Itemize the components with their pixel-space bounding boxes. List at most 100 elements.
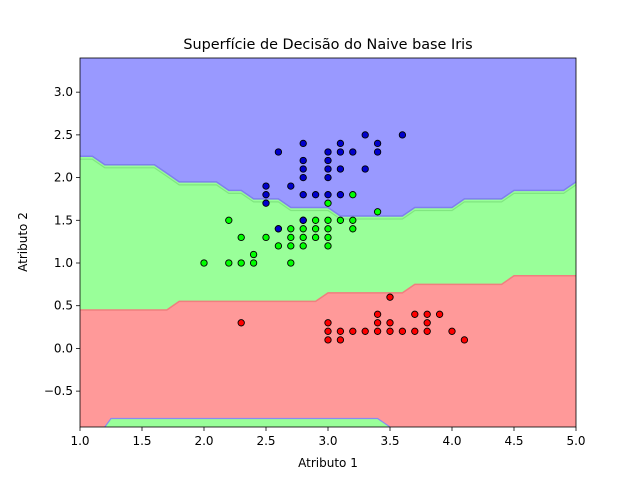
data-point — [423, 310, 431, 318]
data-point — [311, 216, 320, 224]
x-tick-label: 4.5 — [504, 434, 523, 448]
data-point — [274, 225, 283, 233]
y-tick-label: 3.0 — [54, 85, 73, 99]
x-tick-label: 1.0 — [70, 434, 89, 448]
data-point — [324, 191, 332, 199]
data-point — [349, 148, 357, 156]
data-point — [373, 208, 382, 216]
data-point — [349, 225, 357, 233]
data-point — [237, 319, 245, 327]
x-tick-label: 4.0 — [442, 434, 461, 448]
data-point — [336, 165, 345, 173]
data-point — [200, 259, 208, 267]
data-point — [411, 310, 419, 318]
boundary-green-blue-shade — [80, 158, 576, 220]
data-point — [262, 182, 270, 190]
x-tick-label: 2.5 — [256, 434, 275, 448]
data-point — [324, 327, 332, 335]
data-point — [373, 319, 382, 327]
data-point — [262, 191, 270, 199]
region-class-0 — [80, 275, 576, 427]
data-point — [336, 191, 345, 199]
data-point — [287, 182, 295, 190]
data-point — [361, 165, 369, 173]
y-tick-label: 1.5 — [54, 213, 73, 227]
data-point — [262, 233, 270, 242]
y-axis-ticks: −0.5 0.0 0.5 1.0 1.5 2.0 2.5 3.0 — [44, 85, 80, 398]
data-point — [299, 233, 307, 242]
data-point — [274, 242, 283, 250]
data-point — [423, 327, 431, 335]
data-point — [336, 139, 345, 148]
data-point — [386, 293, 394, 301]
data-point — [311, 233, 320, 242]
data-point — [299, 165, 307, 173]
data-point — [398, 327, 407, 335]
data-point — [336, 148, 345, 156]
data-point — [386, 327, 394, 335]
data-point — [349, 327, 357, 335]
data-point — [411, 327, 419, 335]
plot-area — [79, 57, 577, 428]
x-tick-label: 3.0 — [318, 434, 337, 448]
y-tick-label: 2.5 — [54, 128, 73, 142]
data-point — [299, 216, 307, 224]
data-point — [324, 233, 332, 242]
data-point — [324, 156, 332, 165]
data-point — [373, 148, 382, 156]
data-point — [324, 225, 332, 233]
x-tick-label: 1.5 — [132, 434, 151, 448]
data-point — [324, 148, 332, 156]
y-axis-label: Atributo 2 — [16, 212, 30, 272]
data-point — [311, 191, 320, 199]
data-point — [249, 250, 258, 259]
data-point — [237, 259, 245, 267]
data-point — [324, 319, 332, 327]
data-point — [237, 233, 245, 242]
data-point — [336, 327, 345, 335]
data-point — [448, 327, 456, 335]
data-point — [299, 191, 307, 199]
x-tick-label: 5.0 — [566, 434, 585, 448]
data-point — [324, 199, 332, 207]
y-tick-label: −0.5 — [44, 384, 73, 398]
data-point — [287, 259, 295, 267]
x-axis-ticks: 1.0 1.5 2.0 2.5 3.0 3.5 4.0 4.5 5.0 — [70, 427, 586, 448]
data-point — [386, 319, 394, 327]
data-point — [373, 139, 382, 148]
x-tick-label: 3.5 — [380, 434, 399, 448]
data-point — [287, 233, 295, 242]
chart-title: Superfície de Decisão do Naive base Iris — [183, 37, 472, 53]
data-point — [435, 310, 444, 318]
data-point — [299, 225, 307, 233]
data-point — [225, 259, 233, 267]
region-bottom-band — [104, 418, 391, 427]
data-point — [336, 336, 345, 344]
data-point — [287, 225, 295, 233]
data-point — [324, 165, 332, 173]
data-point — [311, 225, 320, 233]
data-point — [324, 216, 332, 224]
data-point — [299, 156, 307, 165]
data-point — [361, 327, 369, 335]
y-tick-label: 0.5 — [54, 299, 73, 313]
data-point — [299, 173, 307, 182]
data-point — [349, 191, 357, 199]
data-point — [423, 319, 431, 327]
data-point — [460, 336, 469, 344]
data-point — [349, 216, 357, 224]
y-tick-label: 0.0 — [54, 341, 73, 355]
data-point — [274, 148, 283, 156]
data-point — [299, 242, 307, 250]
y-tick-label: 1.0 — [54, 256, 73, 270]
data-point — [373, 310, 382, 318]
data-points — [200, 131, 469, 344]
boundary-bottom-band — [104, 417, 391, 427]
data-point — [324, 242, 332, 250]
data-point — [225, 216, 233, 224]
data-point — [336, 216, 345, 224]
y-tick-label: 2.0 — [54, 171, 73, 185]
data-point — [361, 131, 369, 139]
x-tick-label: 2.0 — [194, 434, 213, 448]
